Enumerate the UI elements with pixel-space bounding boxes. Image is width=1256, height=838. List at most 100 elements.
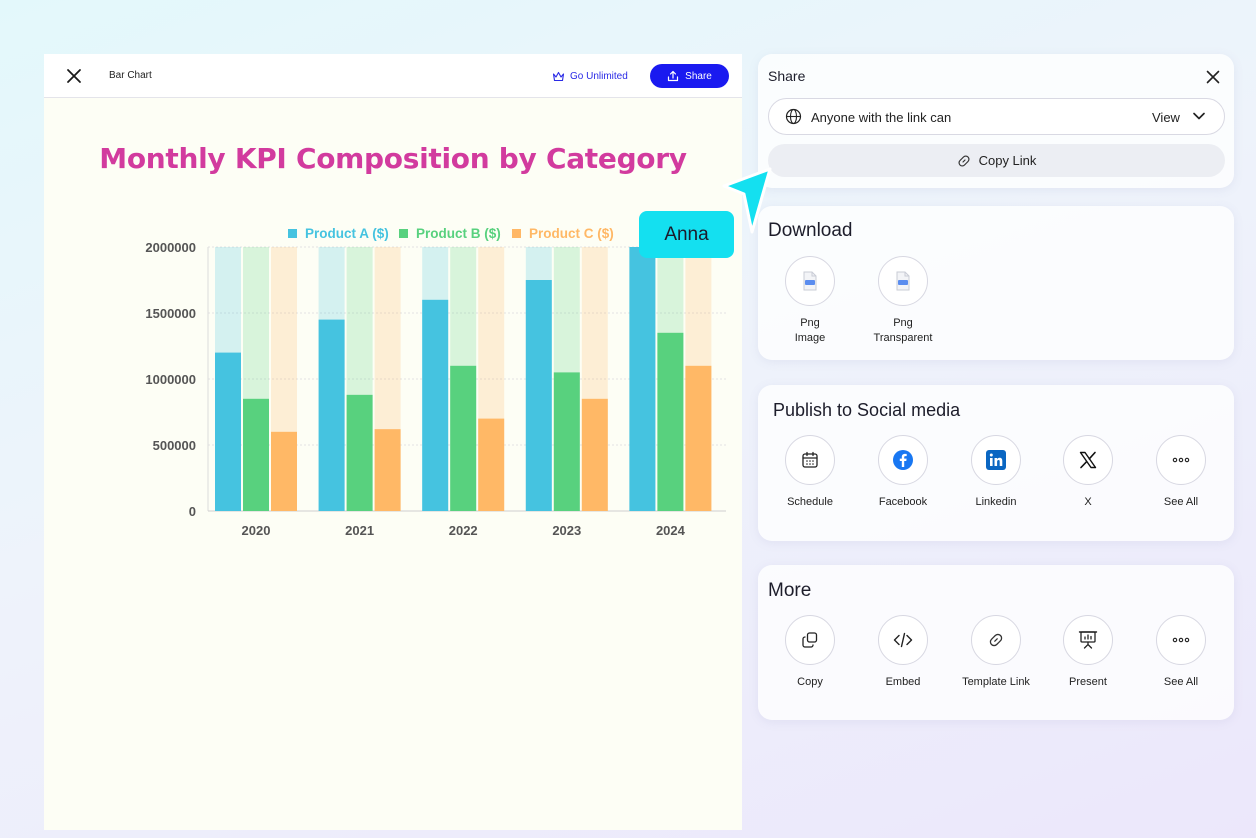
- present-button[interactable]: Present: [1043, 615, 1133, 690]
- code-icon: [893, 632, 913, 648]
- more-panel: More Copy Embed: [758, 565, 1234, 720]
- download-sublabel: Transparent: [873, 332, 933, 344]
- x-tick-label: 2021: [345, 523, 374, 538]
- social-title: Publish to Social media: [773, 400, 961, 420]
- legend-swatch: [512, 229, 521, 238]
- embed-label: Embed: [885, 676, 921, 688]
- link-access-value: View: [1152, 110, 1180, 125]
- template-link-label: Template Link: [962, 676, 1030, 688]
- copy-icon: [802, 632, 818, 648]
- legend-label: Product A ($): [305, 226, 389, 241]
- bar: [318, 319, 345, 511]
- bar: [581, 398, 608, 511]
- linkedin-label: Linkedin: [975, 496, 1017, 508]
- bar: [422, 299, 449, 511]
- copy-link-button[interactable]: Copy Link: [768, 144, 1225, 177]
- bar: [685, 365, 712, 511]
- x-logo-icon: [1079, 451, 1097, 469]
- facebook-icon: [893, 450, 913, 470]
- legend-label: Product B ($): [416, 226, 501, 241]
- social-panel: Publish to Social media Schedule Faceboo…: [758, 385, 1234, 541]
- x-tick-label: 2022: [449, 523, 478, 538]
- legend-label: Product C ($): [529, 226, 614, 241]
- go-unlimited-button[interactable]: Go Unlimited: [552, 68, 628, 84]
- png-file-icon: [896, 271, 910, 291]
- bar: [478, 418, 505, 511]
- x-button[interactable]: X: [1043, 435, 1133, 510]
- see-all-more-button[interactable]: See All: [1136, 615, 1226, 690]
- close-icon[interactable]: [1204, 68, 1222, 86]
- y-tick-label: 2000000: [145, 240, 196, 255]
- download-png-image[interactable]: Png Image: [765, 256, 855, 346]
- download-sublabel: Image: [794, 332, 826, 344]
- bar: [374, 429, 401, 511]
- download-label: Png: [893, 317, 913, 329]
- copy-link-label: Copy Link: [978, 153, 1037, 168]
- upload-icon: [668, 70, 679, 82]
- document-title: Bar Chart: [109, 70, 152, 81]
- link-access-select[interactable]: Anyone with the link can View: [768, 98, 1225, 135]
- y-tick-label: 0: [189, 504, 196, 519]
- bar: [657, 332, 684, 511]
- editor-toolbar: Bar Chart Go Unlimited Share: [44, 54, 742, 98]
- link-access-label: Anyone with the link can: [811, 110, 952, 125]
- more-title: More: [768, 580, 812, 601]
- template-link-button[interactable]: Template Link: [951, 615, 1041, 690]
- download-png-transparent[interactable]: Png Transparent: [858, 256, 948, 346]
- bar: [243, 398, 269, 511]
- schedule-label: Schedule: [787, 496, 833, 508]
- bar: [525, 280, 552, 511]
- see-all-social-button[interactable]: See All: [1136, 435, 1226, 510]
- more-dots-icon: [1172, 457, 1190, 463]
- see-all-label: See All: [1163, 496, 1199, 508]
- embed-button[interactable]: Embed: [858, 615, 948, 690]
- chevron-down-icon: [1193, 112, 1205, 120]
- x-tick-label: 2024: [656, 523, 686, 538]
- copy-button[interactable]: Copy: [765, 615, 855, 690]
- legend-swatch: [288, 229, 297, 238]
- linkedin-icon: [986, 450, 1006, 470]
- linkedin-button[interactable]: Linkedin: [951, 435, 1041, 510]
- link-icon: [958, 154, 970, 167]
- x-tick-label: 2023: [552, 523, 581, 538]
- bar: [553, 372, 580, 511]
- present-label: Present: [1069, 676, 1107, 688]
- y-tick-label: 500000: [153, 438, 196, 453]
- bar: [215, 352, 241, 511]
- collaborator-name-tag: Anna: [639, 211, 734, 258]
- chart-editor: Bar Chart Go Unlimited Share Monthly KPI…: [44, 54, 742, 830]
- crown-icon: [552, 71, 565, 81]
- bar: [450, 365, 477, 511]
- go-unlimited-label: Go Unlimited: [570, 70, 628, 82]
- facebook-label: Facebook: [878, 496, 928, 508]
- legend-swatch: [399, 229, 408, 238]
- y-tick-label: 1500000: [145, 306, 196, 321]
- close-icon[interactable]: [64, 66, 84, 86]
- share-button-label: Share: [685, 70, 712, 82]
- y-tick-label: 1000000: [145, 372, 196, 387]
- png-file-icon: [803, 271, 817, 291]
- calendar-icon: [802, 451, 818, 468]
- x-tick-label: 2020: [242, 523, 271, 538]
- more-dots-icon: [1172, 637, 1190, 643]
- schedule-button[interactable]: Schedule: [765, 435, 855, 510]
- globe-icon: [785, 108, 802, 125]
- facebook-button[interactable]: Facebook: [858, 435, 948, 510]
- link-icon: [989, 633, 1003, 647]
- see-all-label: See All: [1163, 676, 1199, 688]
- bar: [629, 247, 656, 511]
- x-label: X: [1084, 496, 1092, 508]
- share-button[interactable]: Share: [650, 64, 729, 88]
- download-title: Download: [768, 220, 853, 241]
- copy-label: Copy: [797, 676, 823, 688]
- presentation-icon: [1078, 631, 1098, 649]
- bar-chart: 0 500000 1000000 1500000 2000000 Product A ($…: [145, 226, 726, 538]
- share-panel-title: Share: [768, 68, 806, 84]
- share-panel: Share Anyone with the link can View Copy…: [758, 54, 1234, 188]
- bar: [346, 394, 373, 511]
- bar: [271, 431, 297, 511]
- collaborator-cursor-icon: [722, 167, 772, 234]
- chart-title: Monthly KPI Composition by Category: [99, 142, 687, 175]
- download-label: Png: [800, 317, 820, 329]
